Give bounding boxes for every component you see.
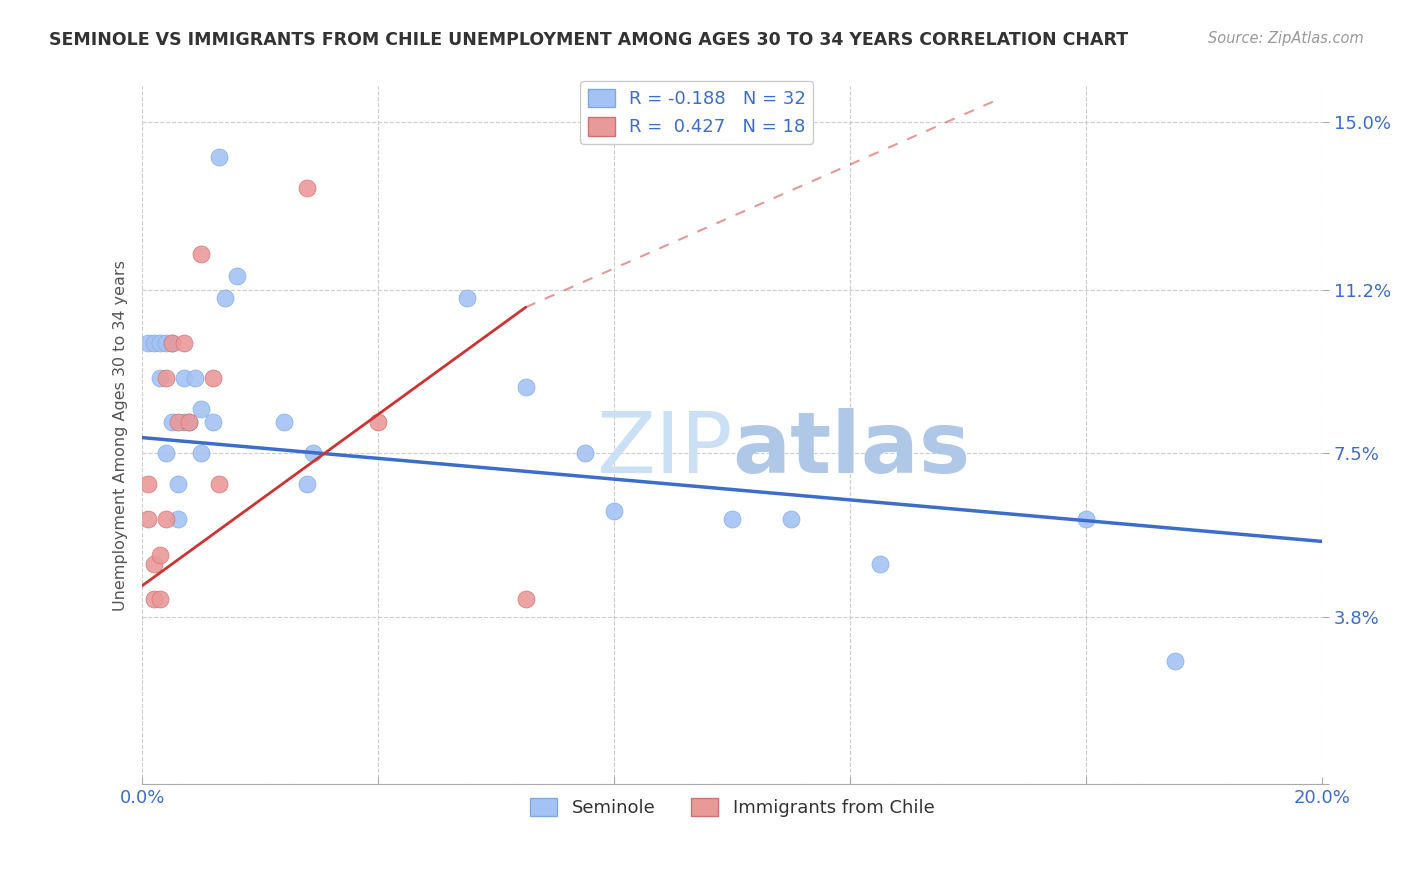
Point <box>190 446 212 460</box>
Point <box>160 335 183 350</box>
Point <box>136 335 159 350</box>
Point <box>160 335 183 350</box>
Text: SEMINOLE VS IMMIGRANTS FROM CHILE UNEMPLOYMENT AMONG AGES 30 TO 34 YEARS CORRELA: SEMINOLE VS IMMIGRANTS FROM CHILE UNEMPL… <box>49 31 1129 49</box>
Point <box>143 557 166 571</box>
Point <box>166 415 188 429</box>
Point <box>202 371 225 385</box>
Point <box>208 150 231 164</box>
Text: ZIP: ZIP <box>596 408 733 491</box>
Point <box>155 335 177 350</box>
Point <box>136 512 159 526</box>
Point <box>869 557 891 571</box>
Point <box>173 415 195 429</box>
Point <box>202 415 225 429</box>
Point <box>166 477 188 491</box>
Point <box>721 512 744 526</box>
Legend: Seminole, Immigrants from Chile: Seminole, Immigrants from Chile <box>523 790 942 824</box>
Text: Source: ZipAtlas.com: Source: ZipAtlas.com <box>1208 31 1364 46</box>
Point <box>179 415 201 429</box>
Point <box>155 446 177 460</box>
Point <box>297 181 319 195</box>
Point <box>160 415 183 429</box>
Point <box>149 591 172 606</box>
Point <box>208 477 231 491</box>
Point <box>574 446 596 460</box>
Point <box>155 512 177 526</box>
Y-axis label: Unemployment Among Ages 30 to 34 years: Unemployment Among Ages 30 to 34 years <box>114 260 128 611</box>
Point <box>225 269 247 284</box>
Point <box>184 371 207 385</box>
Point <box>1163 654 1185 668</box>
Point <box>143 591 166 606</box>
Text: atlas: atlas <box>733 408 970 491</box>
Point <box>273 415 295 429</box>
Point <box>1074 512 1097 526</box>
Point <box>149 548 172 562</box>
Point <box>149 335 172 350</box>
Point <box>367 415 389 429</box>
Point <box>515 380 537 394</box>
Point <box>603 503 626 517</box>
Point <box>166 512 188 526</box>
Point <box>149 371 172 385</box>
Point <box>456 292 478 306</box>
Point <box>214 292 236 306</box>
Point <box>302 446 325 460</box>
Point <box>190 247 212 261</box>
Point <box>190 401 212 416</box>
Point <box>136 477 159 491</box>
Point <box>179 415 201 429</box>
Point <box>297 477 319 491</box>
Point <box>143 335 166 350</box>
Point <box>155 371 177 385</box>
Point <box>780 512 803 526</box>
Point <box>173 335 195 350</box>
Point <box>515 591 537 606</box>
Point <box>173 371 195 385</box>
